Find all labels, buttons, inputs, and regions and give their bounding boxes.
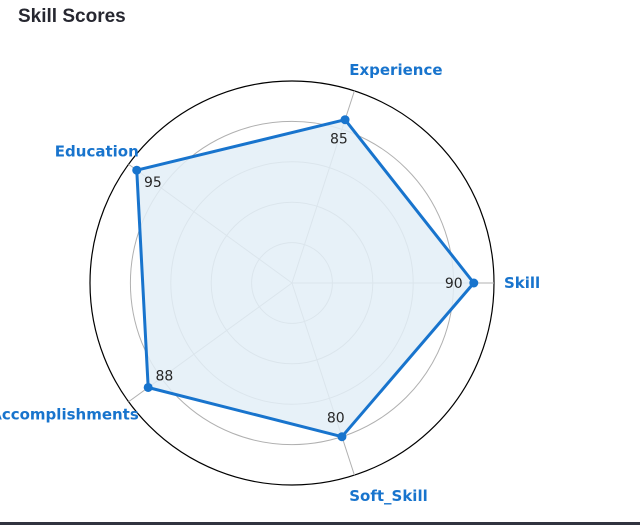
value-label-education: 95 bbox=[144, 175, 162, 191]
axis-label-accomplishments: Accomplishments bbox=[0, 406, 139, 424]
value-label-soft_skill: 80 bbox=[327, 411, 345, 427]
point-experience bbox=[340, 115, 350, 125]
chart-title: Skill Scores bbox=[18, 6, 126, 27]
point-soft_skill bbox=[337, 432, 347, 442]
axis-label-education: Education bbox=[55, 142, 139, 160]
point-skill bbox=[469, 278, 479, 288]
value-label-skill: 90 bbox=[445, 276, 463, 292]
axis-label-experience: Experience bbox=[349, 61, 442, 79]
radar-series bbox=[132, 115, 479, 442]
point-education bbox=[132, 165, 142, 175]
axis-label-soft_skill: Soft_Skill bbox=[349, 487, 428, 505]
value-label-accomplishments: 88 bbox=[155, 369, 173, 385]
value-label-experience: 85 bbox=[330, 132, 348, 148]
axis-label-skill: Skill bbox=[504, 274, 540, 292]
radar-labels: 90 85 95 88 80 Skill Experience Education Accomp… bbox=[0, 61, 540, 505]
bottom-divider bbox=[0, 522, 640, 525]
score-area bbox=[135, 118, 476, 439]
point-accomplishments bbox=[143, 382, 153, 392]
